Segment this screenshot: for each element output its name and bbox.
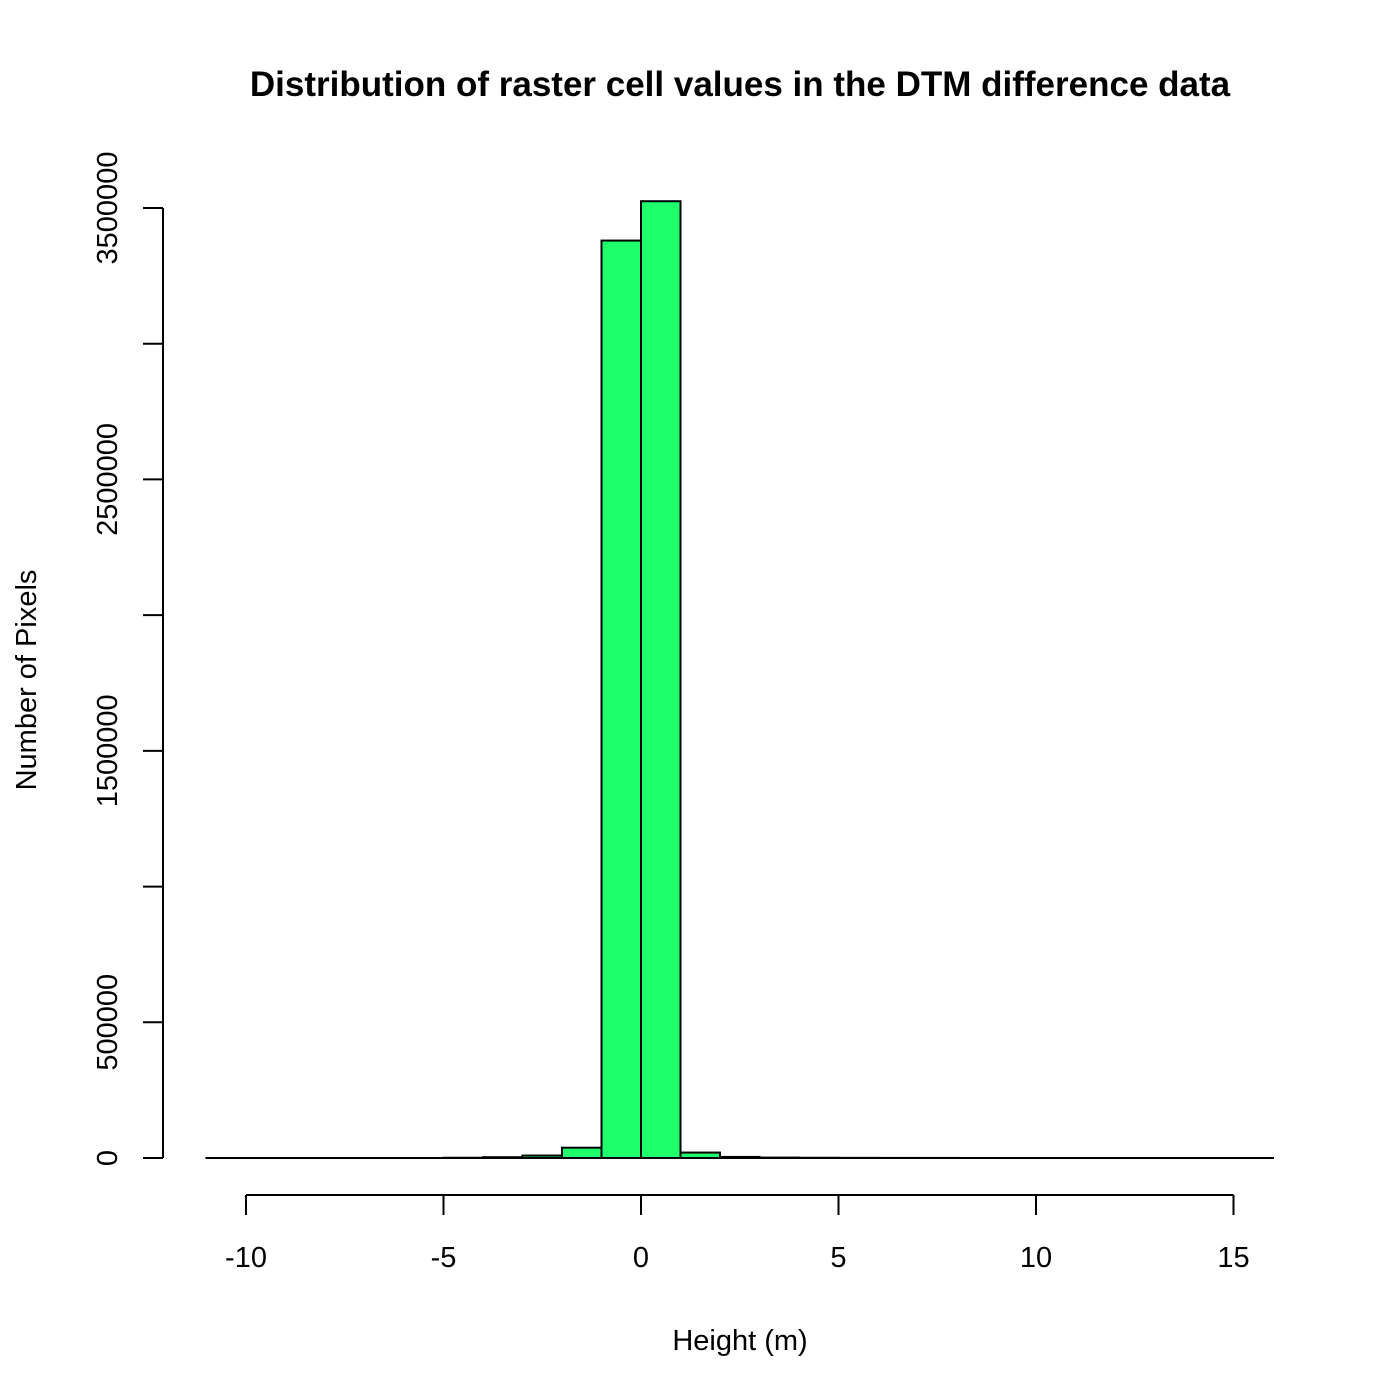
y-axis: 0 500000 1500000 2500000 3500000 <box>92 152 164 1166</box>
histogram-bar <box>600 239 642 1160</box>
histogram-bar <box>521 1154 563 1159</box>
y-tick-label: 500000 <box>92 974 124 1071</box>
histogram-bar <box>679 1151 721 1159</box>
bars-group <box>205 200 1274 1160</box>
x-tick-label: -10 <box>225 1242 267 1274</box>
histogram-bar <box>482 1156 524 1159</box>
x-tick-label: 10 <box>1020 1242 1052 1274</box>
y-tick-label: 3500000 <box>92 152 124 265</box>
x-tick-label: 0 <box>633 1242 649 1274</box>
y-tick-label: 1500000 <box>92 694 124 807</box>
x-tick-label: 15 <box>1217 1242 1249 1274</box>
y-axis-label: Number of Pixels <box>11 570 43 791</box>
x-tick-label: -5 <box>431 1242 457 1274</box>
y-tick-label: 2500000 <box>92 423 124 536</box>
histogram-bar <box>561 1146 603 1159</box>
histogram-bar <box>719 1155 761 1160</box>
x-axis-label: Height (m) <box>672 1325 807 1357</box>
y-tick-label: 0 <box>92 1150 124 1166</box>
chart-title: Distribution of raster cell values in th… <box>250 65 1231 104</box>
x-axis: -10 -5 0 5 10 15 <box>225 1194 1250 1274</box>
histogram-bar <box>640 200 682 1159</box>
x-tick-label: 5 <box>830 1242 846 1274</box>
